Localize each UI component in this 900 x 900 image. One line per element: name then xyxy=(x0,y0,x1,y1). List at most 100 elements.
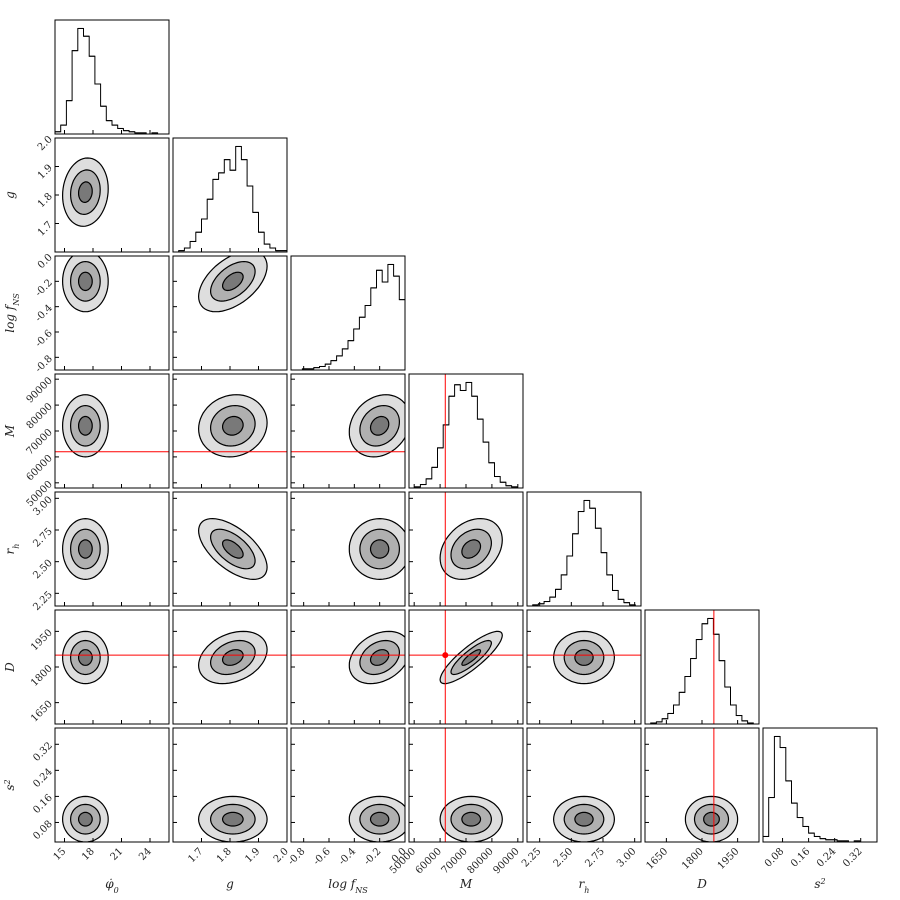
histogram-outline xyxy=(173,145,287,252)
label-subscript: 0 xyxy=(114,886,119,895)
density-contour xyxy=(369,415,390,436)
y-axis-label: g xyxy=(3,191,17,199)
x-tick-label: 90000 xyxy=(491,846,521,876)
x-tick-label: 0.08 xyxy=(763,846,787,870)
panel xyxy=(409,374,523,488)
y-tick-label: 1650 xyxy=(29,699,55,725)
panel-frame xyxy=(762,727,878,843)
y-tick-label: 0.32 xyxy=(31,740,55,764)
density-contour xyxy=(461,649,482,666)
x-axis-label: φ̇0 xyxy=(105,877,119,895)
panel xyxy=(173,630,287,685)
label-text: φ̇ xyxy=(105,877,114,891)
panel xyxy=(55,394,169,458)
x-tick-label: 15 xyxy=(52,846,69,863)
y-tick-label: 1.9 xyxy=(36,163,55,182)
x-tick-label: 0.32 xyxy=(841,846,865,870)
panel-frame xyxy=(290,255,406,371)
x-tick-label: 70000 xyxy=(440,846,470,876)
panel xyxy=(552,795,616,842)
density-contour xyxy=(222,539,244,559)
panel-frame xyxy=(526,491,642,607)
label-text: s xyxy=(3,784,17,790)
density-contour xyxy=(369,539,390,559)
label-subscript: h xyxy=(12,544,21,549)
label-subscript: h xyxy=(584,886,589,895)
label-subscript: NS xyxy=(354,886,368,895)
y-tick-label: -0.6 xyxy=(33,328,54,349)
x-tick-label: 24 xyxy=(137,846,154,863)
truth-point xyxy=(442,652,449,659)
panel xyxy=(291,630,405,685)
y-axis-label: s2 xyxy=(3,779,18,790)
y-tick-label: 90000 xyxy=(25,375,55,405)
label-text: g xyxy=(226,877,234,891)
density-contour xyxy=(461,811,482,827)
y-tick-label: 1950 xyxy=(29,627,55,653)
y-tick-label: 2.25 xyxy=(31,589,55,613)
x-tick-label: -0.2 xyxy=(362,846,383,867)
label-text: r xyxy=(3,547,17,554)
density-contour xyxy=(369,811,390,827)
x-axis-label: rh xyxy=(579,877,590,895)
panel xyxy=(409,610,523,724)
label-text: log f xyxy=(328,877,358,891)
density-contour xyxy=(78,539,93,559)
panel-frame xyxy=(290,491,406,607)
x-tick-label: 18 xyxy=(80,846,97,863)
label-superscript: 2 xyxy=(820,877,826,886)
label-text: D xyxy=(3,662,17,673)
x-tick-label: 1650 xyxy=(644,846,670,872)
y-tick-label: -0.8 xyxy=(33,353,54,374)
x-tick-label: -0.4 xyxy=(337,846,358,867)
panel xyxy=(684,728,739,842)
y-axis-label: rh xyxy=(3,544,21,555)
label-text: log f xyxy=(3,303,17,333)
density-contour xyxy=(574,811,594,827)
x-tick-label: 0.16 xyxy=(789,846,813,870)
y-tick-label: 0.08 xyxy=(31,819,55,843)
density-contour xyxy=(222,811,244,827)
label-text: M xyxy=(459,877,473,891)
x-tick-label: 1.8 xyxy=(215,846,234,865)
histogram-outline xyxy=(409,381,523,488)
x-axis-label: M xyxy=(459,877,473,891)
label-text: M xyxy=(3,424,17,438)
panel-frame xyxy=(290,727,406,843)
panel-frame xyxy=(172,137,288,253)
x-tick-label: 0.24 xyxy=(815,846,839,870)
y-tick-label: -0.4 xyxy=(33,303,54,324)
x-tick-label: 2.25 xyxy=(520,846,544,870)
density-contour xyxy=(461,539,482,559)
panel-frame xyxy=(408,373,524,489)
x-tick-label: -0.8 xyxy=(286,846,307,867)
label-text: r xyxy=(579,877,586,891)
panel xyxy=(439,492,503,606)
panel-frame xyxy=(54,19,170,135)
y-tick-label: 80000 xyxy=(25,401,55,431)
panel-frame xyxy=(54,727,170,843)
panel xyxy=(61,256,109,313)
density-contour xyxy=(574,649,594,666)
panel xyxy=(173,145,287,252)
panel xyxy=(197,256,268,313)
panel xyxy=(61,795,109,842)
label-text: D xyxy=(696,877,707,891)
density-contour xyxy=(222,271,244,292)
panel xyxy=(763,735,877,842)
density-contour xyxy=(369,649,390,666)
panel xyxy=(291,394,405,458)
label-superscript: 2 xyxy=(3,779,12,785)
y-tick-label: -0.2 xyxy=(33,277,54,298)
x-tick-label: -0.6 xyxy=(311,846,332,867)
histogram-outline xyxy=(527,499,641,606)
x-tick-label: 21 xyxy=(109,846,126,863)
y-axis-label: M xyxy=(3,424,17,438)
y-tick-label: 60000 xyxy=(25,453,55,483)
y-tick-label: 2.50 xyxy=(31,558,55,582)
panel xyxy=(55,630,169,685)
label-text: s xyxy=(814,877,820,891)
panel xyxy=(527,499,641,606)
x-tick-label: 80000 xyxy=(466,846,496,876)
